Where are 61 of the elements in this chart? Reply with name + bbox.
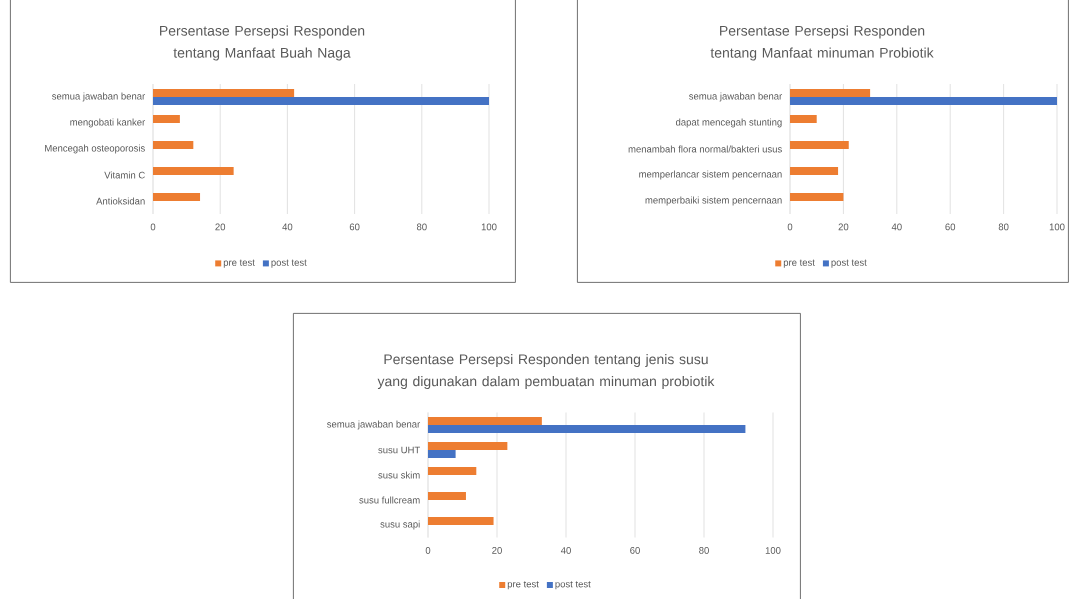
y-tick-label: memperlancar sistem pencernaan (639, 170, 782, 180)
x-tick-label: 20 (492, 547, 502, 554)
bar (428, 442, 508, 451)
legend-label: post test (271, 259, 307, 268)
y-tick-label: susu UHT (378, 446, 420, 454)
y-tick-label: mengobati kanker (70, 118, 146, 128)
legend-label: pre test (783, 259, 815, 268)
y-tick-label: Antioksidan (96, 197, 145, 205)
y-tick-label: Vitamin C (104, 171, 145, 179)
bar (428, 467, 477, 476)
legend-label: post test (555, 581, 591, 590)
bar (153, 141, 194, 149)
x-tick-label: 0 (425, 547, 431, 554)
bar (428, 450, 456, 459)
bar (153, 89, 295, 97)
x-tick-label: 80 (699, 547, 709, 554)
x-tick-label: 0 (150, 223, 156, 231)
y-tick-label: dapat mencegah stunting (675, 118, 782, 128)
bar (428, 425, 746, 434)
y-tick-label: menambah flora normal/bakteri usus (628, 145, 782, 153)
x-tick-label: 60 (630, 547, 640, 554)
x-tick-label: 80 (416, 223, 427, 231)
y-tick-label: semua jawaban benar (52, 92, 146, 102)
bar (790, 193, 844, 201)
bar (428, 417, 542, 426)
chart-title: Persentase Persepsi Responden tentang jenis susu yang digunakan dalam pembuatan minuman probiotik (377, 353, 715, 390)
bar (790, 115, 817, 123)
y-tick-label: susu sapi (380, 520, 420, 530)
bar (790, 89, 871, 97)
y-tick-label: susu skim (378, 471, 420, 479)
x-tick-label: 40 (560, 547, 571, 554)
bar (790, 141, 849, 149)
chart-title: Persentase Persepsi Responden tentang Manfaat Buah Naga (160, 25, 365, 61)
x-tick-label: 60 (945, 223, 956, 231)
y-tick-label: susu fullcream (359, 496, 420, 504)
bar (428, 517, 494, 525)
chart-title: Persentase Persepsi Responden tentang Manfaat minuman Probiotik (710, 25, 934, 61)
y-tick-label: memperbaiki sistem pencernaan (645, 196, 782, 206)
x-tick-label: 80 (998, 223, 1009, 231)
x-tick-label: 20 (838, 223, 849, 231)
x-tick-label: 0 (787, 223, 793, 231)
bar (153, 193, 201, 201)
x-tick-label: 100 (1049, 223, 1065, 231)
bar (790, 167, 839, 175)
bar (153, 167, 234, 175)
bar (790, 97, 1058, 105)
x-tick-label: 40 (282, 223, 293, 231)
x-tick-label: 20 (215, 223, 226, 231)
y-tick-label: semua jawaban benar (689, 92, 783, 102)
x-tick-label: 40 (891, 223, 902, 231)
legend-label: post test (831, 259, 867, 268)
legend-label: pre test (223, 259, 255, 268)
x-tick-label: 60 (349, 223, 360, 231)
bar (428, 492, 466, 500)
x-tick-label: 100 (481, 223, 497, 231)
x-tick-label: 100 (765, 547, 781, 554)
y-tick-label: semua jawaban benar (327, 420, 421, 430)
bar (153, 115, 180, 123)
y-tick-label: Mencegah osteoporosis (45, 144, 145, 154)
legend-label: pre test (507, 581, 539, 590)
bar (153, 97, 489, 105)
